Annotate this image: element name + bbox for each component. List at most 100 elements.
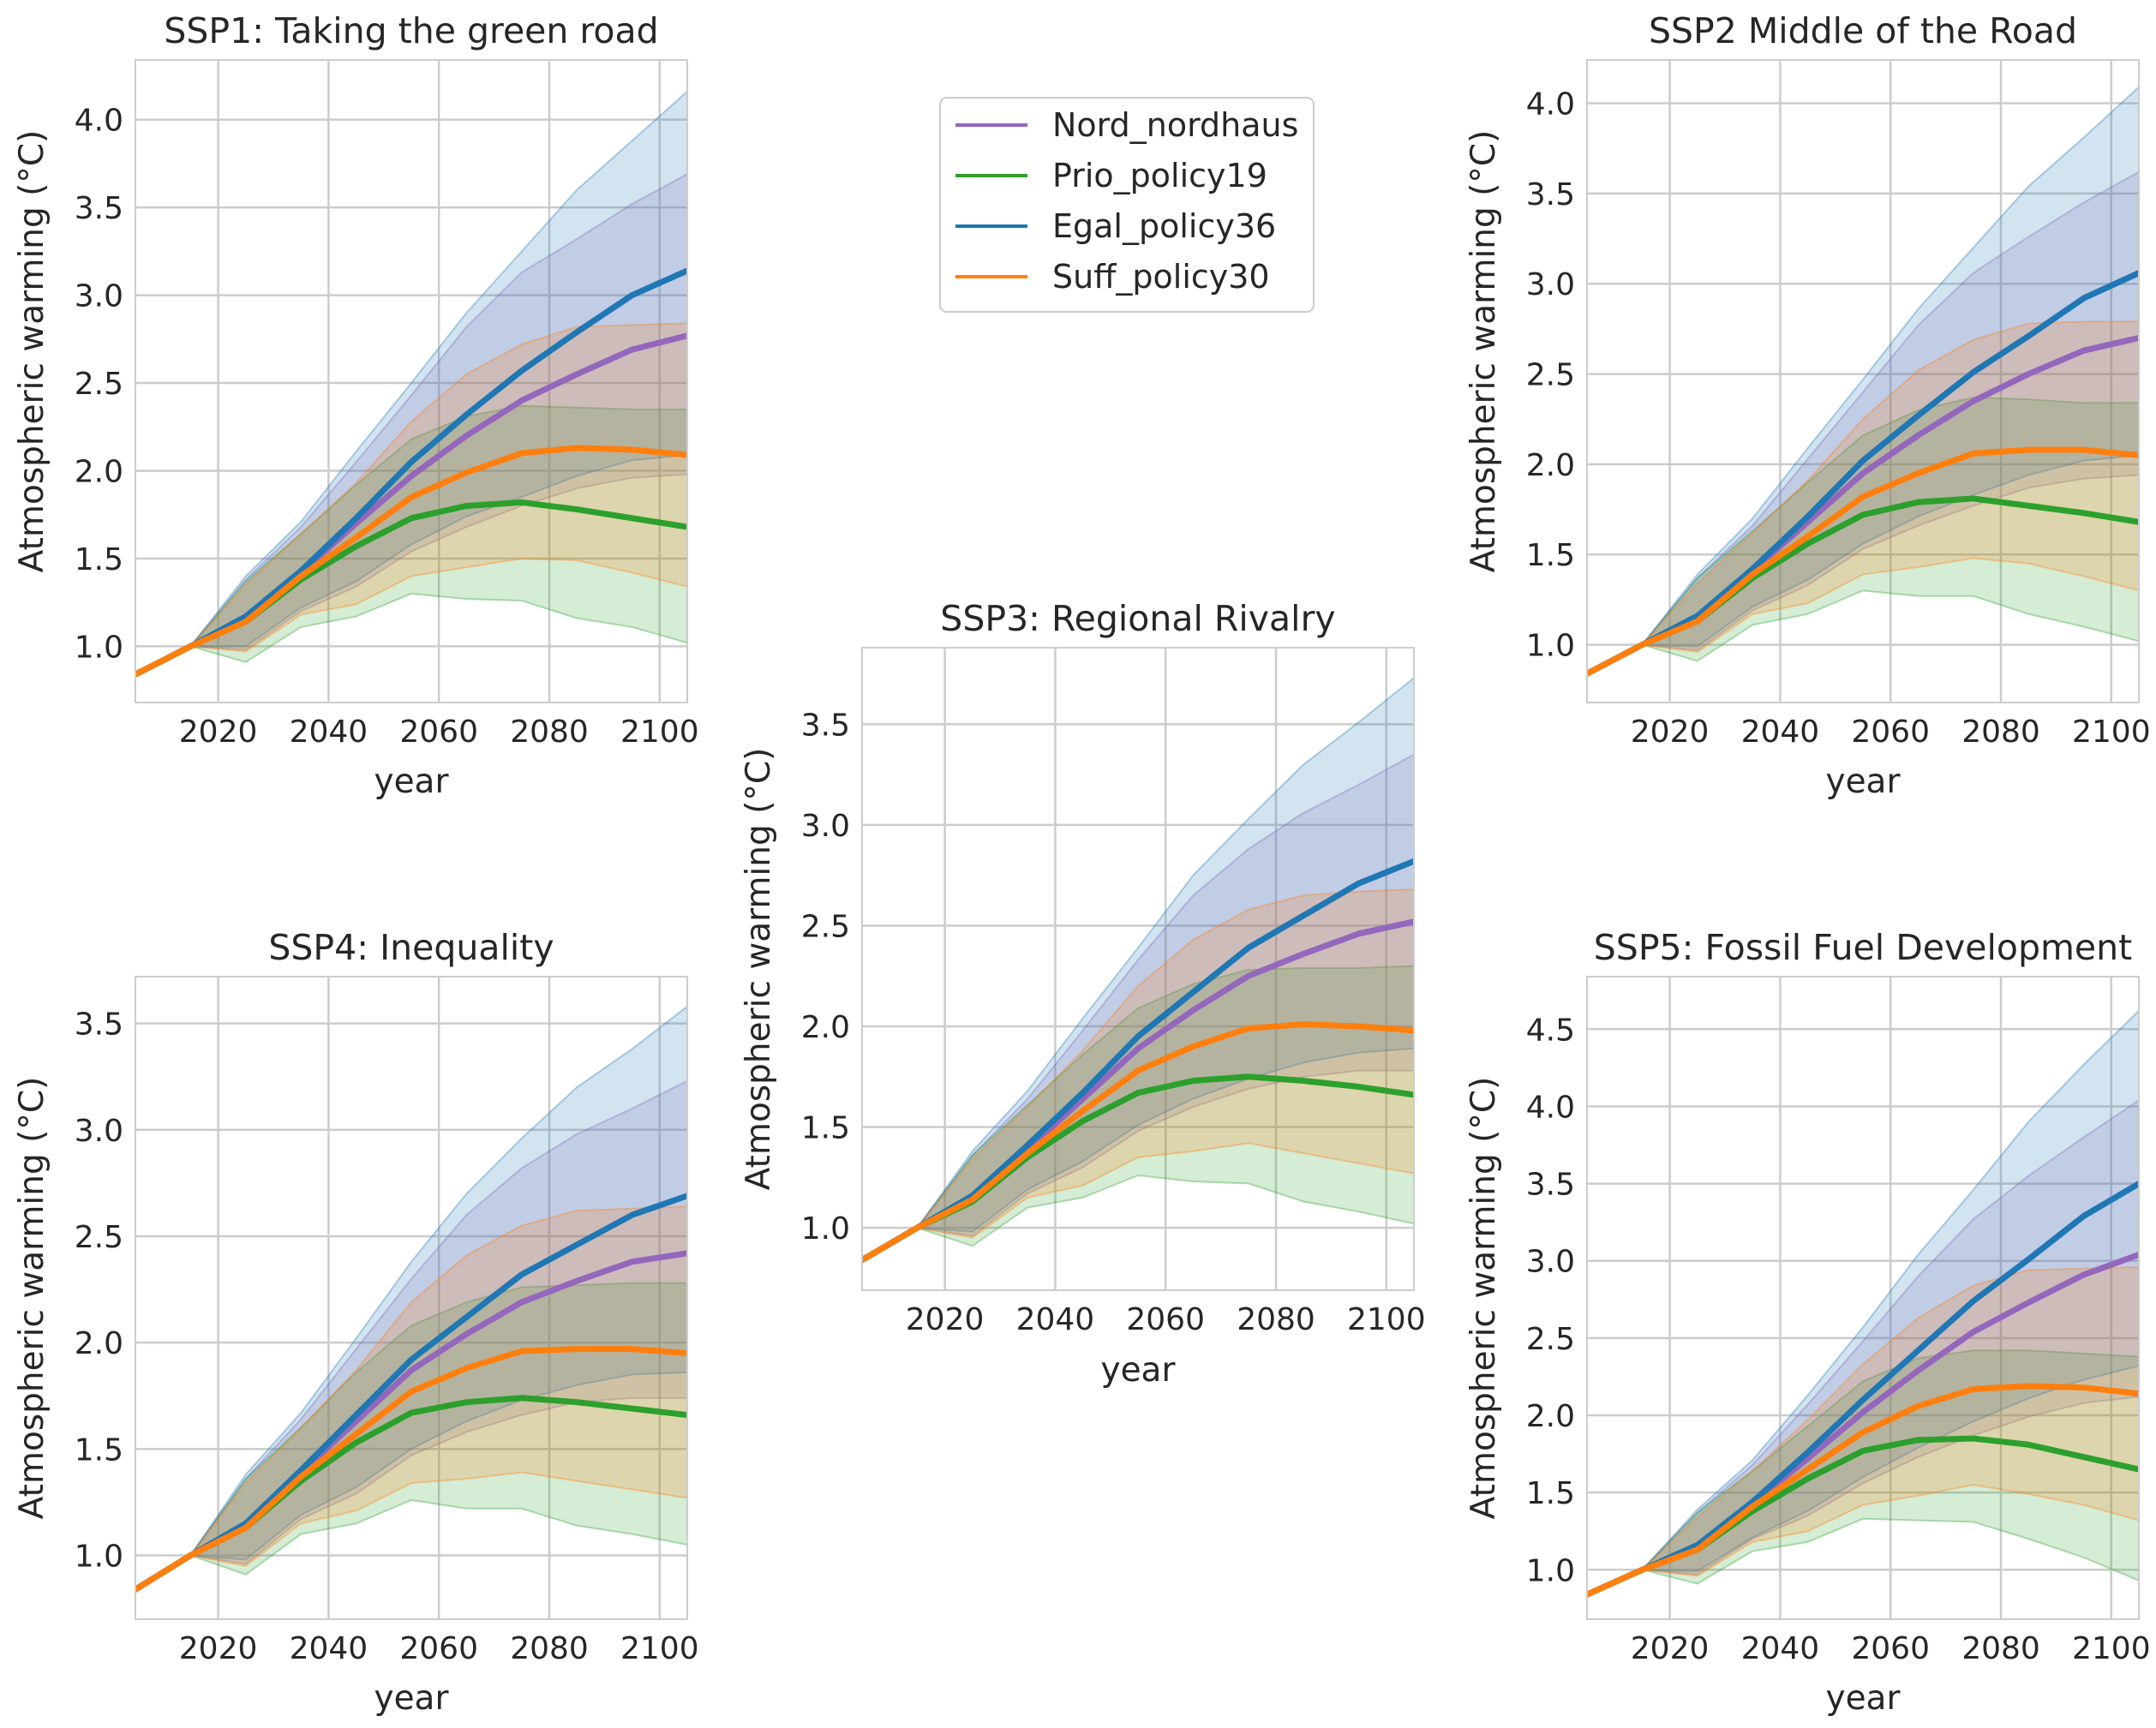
legend-label: Prio_policy19	[1052, 157, 1267, 194]
plot-area	[135, 976, 688, 1620]
y-axis-label: Atmospheric warming (°C)	[13, 130, 51, 573]
x-tick-label: 2100	[2072, 715, 2151, 750]
x-tick-label: 2040	[1741, 715, 1820, 750]
axes-frame	[861, 647, 1415, 1291]
legend-label: Egal_policy36	[1052, 207, 1276, 245]
x-tick-label: 2100	[620, 1631, 699, 1666]
plot-area	[135, 59, 688, 703]
x-tick-label: 2020	[179, 715, 258, 750]
x-tick-label: 2040	[1016, 1302, 1095, 1337]
panel-ssp3: SSP3: Regional Rivalry year Atmospheric …	[740, 598, 1426, 1390]
y-tick-label: 3.0	[75, 1114, 123, 1149]
legend-entry: Prio_policy19	[955, 157, 1267, 194]
y-tick-label: 1.5	[801, 1111, 850, 1146]
band-egal_policy36	[862, 676, 1414, 1261]
line-suff_policy30	[1587, 1383, 2139, 1598]
line-suff_policy30	[135, 445, 687, 678]
y-tick-label: 3.5	[801, 708, 850, 743]
y-tick-label: 3.0	[75, 279, 123, 314]
line-suff_policy30	[135, 1346, 687, 1593]
y-tick-label: 2.5	[1526, 1322, 1575, 1357]
legend-entry: Egal_policy36	[955, 207, 1276, 245]
y-tick-label: 4.0	[75, 104, 123, 139]
y-tick-label: 2.5	[75, 1220, 123, 1255]
x-tick-label: 2060	[399, 1631, 478, 1666]
band-prio_policy19	[135, 404, 687, 676]
y-tick-label: 3.0	[1526, 267, 1575, 302]
series-layer	[135, 1005, 687, 1593]
y-tick-label: 1.5	[1526, 538, 1575, 573]
x-tick-label: 2100	[2072, 1631, 2151, 1666]
y-tick-label: 1.0	[1526, 629, 1575, 664]
x-axis-label: year	[374, 1679, 449, 1718]
y-tick-label: 4.0	[1526, 1090, 1575, 1125]
x-tick-label: 2080	[510, 715, 589, 750]
band-egal_policy36	[135, 1005, 687, 1591]
line-egal_policy36	[1587, 270, 2139, 677]
panel-title: SSP4: Inequality	[268, 927, 554, 968]
band-egal_policy36	[1587, 1009, 2139, 1596]
y-axis-label: Atmospheric warming (°C)	[13, 1077, 51, 1520]
y-tick-label: 2.5	[801, 909, 850, 944]
y-tick-label: 1.5	[75, 542, 123, 577]
y-tick-label: 1.0	[1526, 1553, 1575, 1588]
band-nord_nordhaus	[1587, 1099, 2139, 1596]
y-tick-label: 3.5	[1526, 177, 1575, 212]
series-layer	[862, 676, 1414, 1264]
y-tick-label: 2.5	[1526, 358, 1575, 393]
y-tick-label: 1.5	[1526, 1476, 1575, 1511]
legend-entry: Suff_policy30	[955, 258, 1270, 296]
y-tick-label: 1.0	[801, 1211, 850, 1247]
x-tick-label: 2080	[1961, 1631, 2040, 1666]
band-nord_nordhaus	[135, 1079, 687, 1591]
y-tick-label: 3.5	[75, 1008, 123, 1043]
y-axis-label: Atmospheric warming (°C)	[740, 748, 778, 1191]
band-prio_policy19	[1587, 396, 2139, 675]
x-tick-label: 2060	[1851, 1631, 1930, 1666]
legend-label: Nord_nordhaus	[1052, 106, 1298, 144]
x-tick-label: 2020	[1631, 1631, 1710, 1666]
legend-label: Suff_policy30	[1052, 258, 1270, 296]
y-tick-label: 1.0	[75, 630, 123, 665]
axes-frame	[135, 59, 688, 703]
x-tick-label: 2020	[179, 1631, 258, 1666]
legend: Nord_nordhaus Prio_policy19 Egal_policy3…	[939, 97, 1315, 313]
panel-ssp4: SSP4: Inequality year Atmospheric warmin…	[13, 927, 699, 1718]
x-tick-label: 2040	[290, 715, 368, 750]
y-tick-label: 3.0	[801, 809, 850, 844]
x-axis-label: year	[1825, 762, 1901, 801]
plot-area	[861, 647, 1415, 1291]
series-layer	[135, 90, 687, 678]
x-tick-label: 2080	[1237, 1302, 1315, 1337]
x-tick-label: 2020	[1631, 715, 1710, 750]
y-tick-label: 3.0	[1526, 1245, 1575, 1280]
panel-title: SSP2 Middle of the Road	[1649, 10, 2077, 51]
y-tick-label: 2.0	[75, 1326, 123, 1361]
x-tick-label: 2060	[399, 715, 478, 750]
y-tick-label: 2.0	[801, 1010, 850, 1045]
plot-area	[1586, 59, 2140, 703]
panel-ssp2: SSP2 Middle of the Road year Atmospheric…	[1464, 10, 2151, 801]
y-tick-label: 1.0	[75, 1539, 123, 1574]
plot-area	[1586, 976, 2140, 1620]
x-axis-label: year	[1100, 1351, 1176, 1390]
y-tick-label: 3.5	[75, 191, 123, 226]
legend-entry: Nord_nordhaus	[955, 106, 1298, 144]
y-tick-label: 2.0	[1526, 448, 1575, 483]
x-tick-label: 2080	[510, 1631, 589, 1666]
band-nord_nordhaus	[135, 173, 687, 676]
y-tick-label: 1.5	[75, 1432, 123, 1468]
panel-title: SSP3: Regional Rivalry	[940, 598, 1335, 639]
band-nord_nordhaus	[862, 753, 1414, 1261]
series-layer	[1587, 86, 2139, 677]
x-tick-label: 2060	[1851, 715, 1930, 750]
y-tick-label: 3.5	[1526, 1168, 1575, 1203]
band-nord_nordhaus	[1587, 170, 2139, 675]
x-tick-label: 2040	[1741, 1631, 1820, 1666]
band-egal_policy36	[135, 90, 687, 676]
panel-ssp1: SSP1: Taking the green road year Atmosph…	[13, 10, 699, 801]
y-tick-label: 4.5	[1526, 1013, 1575, 1048]
legend-box	[939, 97, 1315, 313]
y-tick-label: 2.5	[75, 367, 123, 402]
